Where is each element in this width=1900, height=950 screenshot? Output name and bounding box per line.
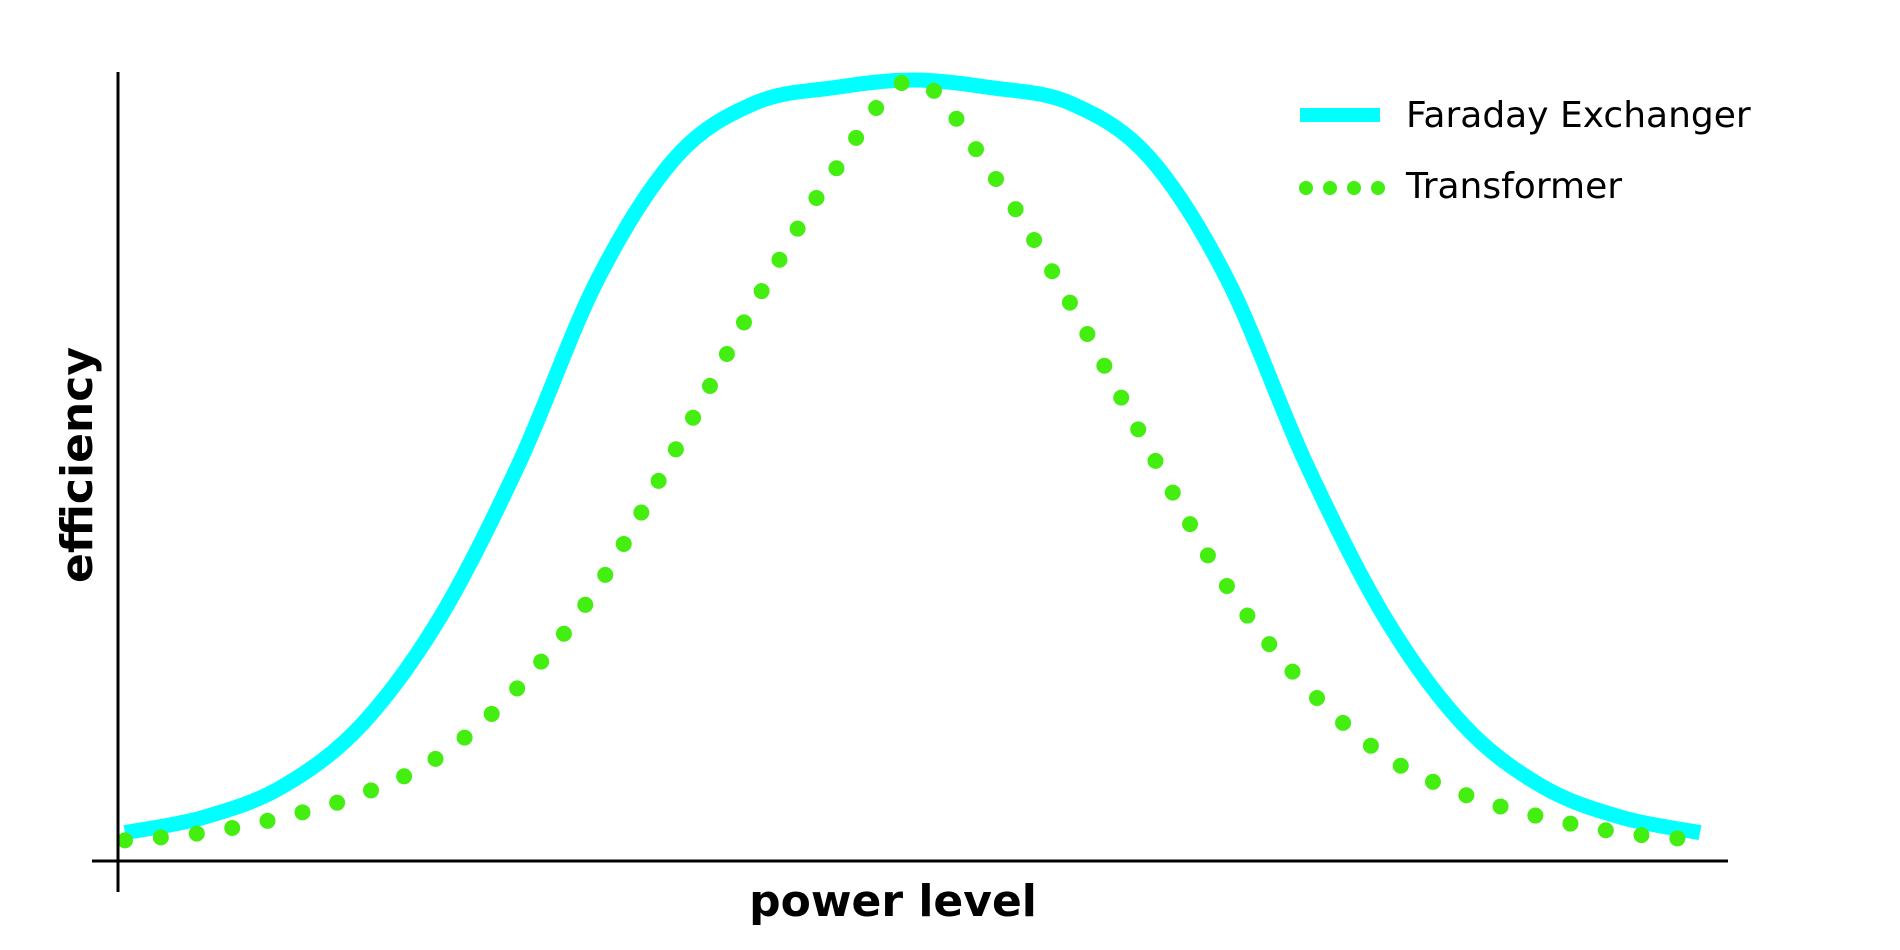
x-axis-label: power level: [749, 876, 1037, 927]
legend-dot: [1347, 181, 1361, 195]
legend-label-faraday: Faraday Exchanger: [1406, 95, 1751, 136]
series-line-0: [123, 72, 1702, 841]
legend-label-transformer: Transformer: [1405, 166, 1622, 207]
y-axis-label: efficiency: [52, 347, 103, 583]
series-dotted-line-1: [117, 71, 1708, 849]
legend: Faraday Exchanger Transformer: [1299, 95, 1751, 207]
legend-swatch-transformer: [1299, 181, 1385, 195]
legend-dot: [1371, 181, 1385, 195]
plot-series: [117, 71, 1708, 849]
legend-dot: [1323, 181, 1337, 195]
legend-dot: [1299, 181, 1313, 195]
